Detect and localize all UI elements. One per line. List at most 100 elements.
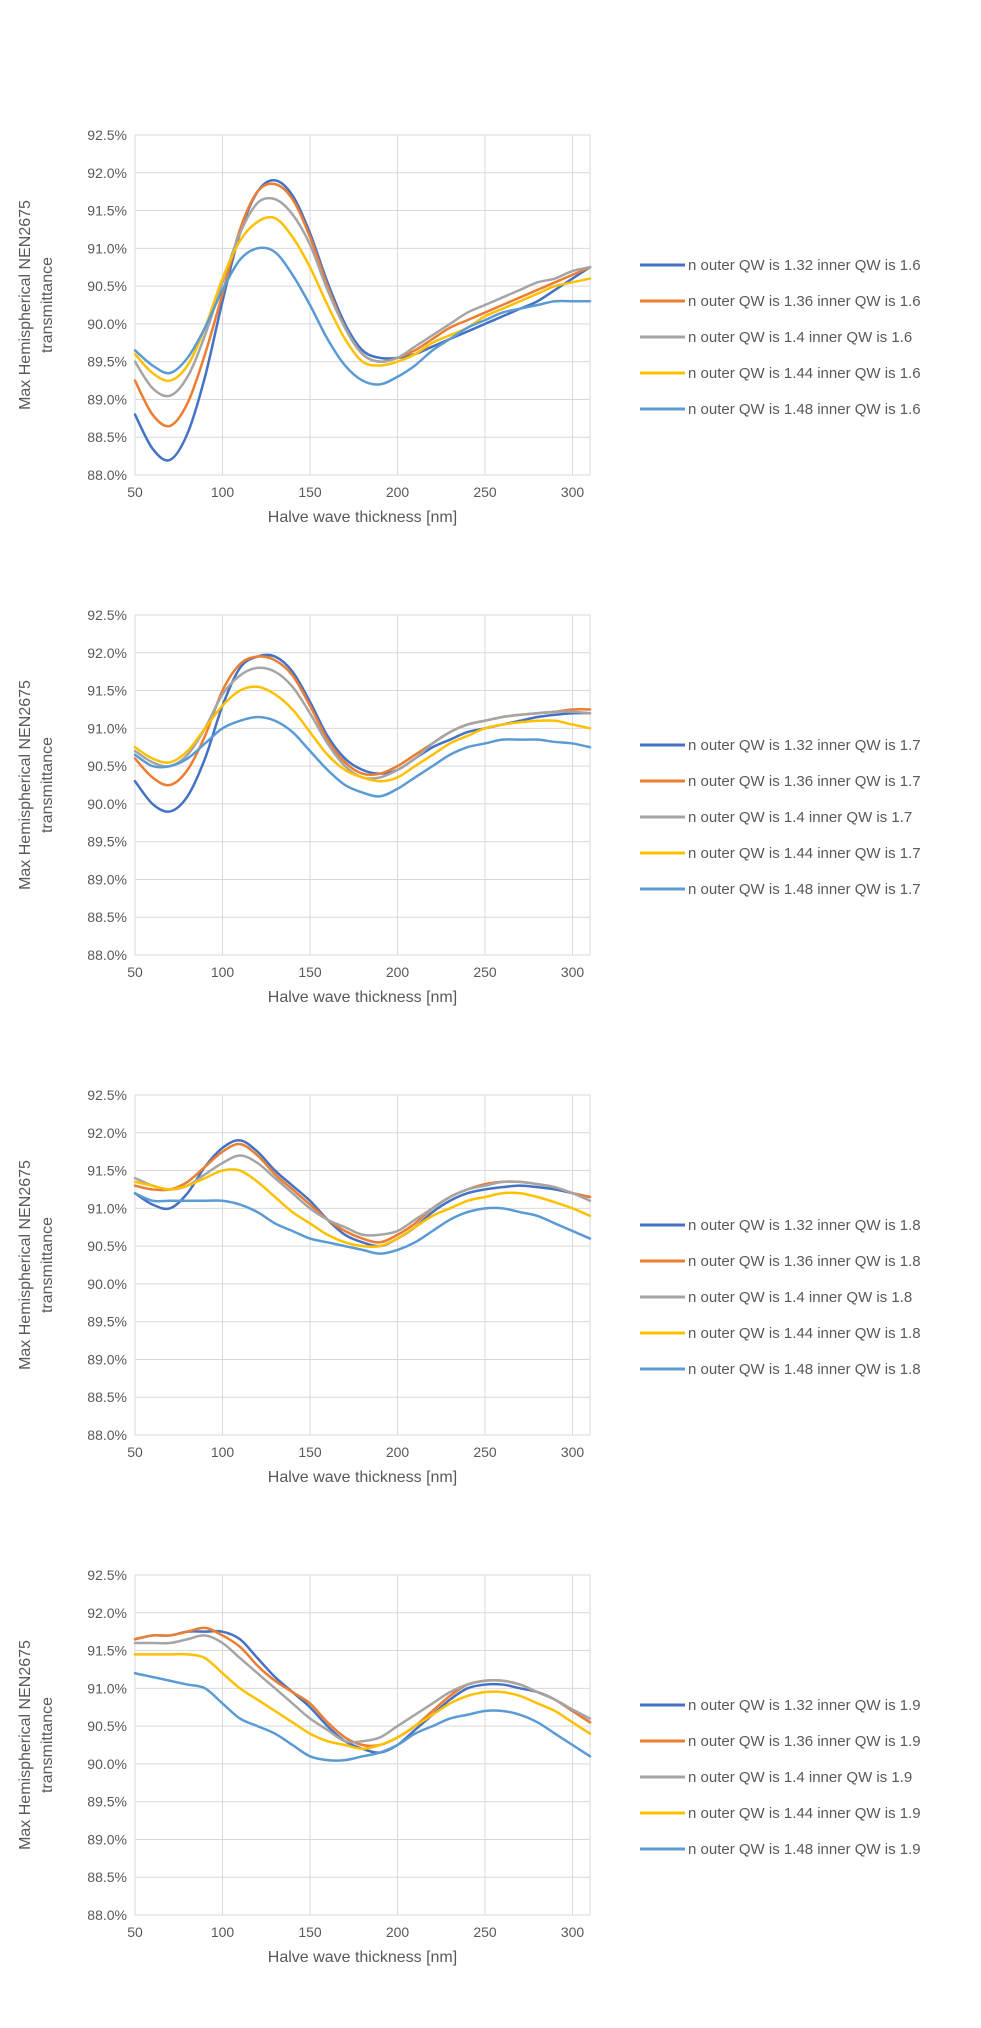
series-line-5 xyxy=(133,1671,592,1762)
y-tick-label: 92.0% xyxy=(87,165,127,181)
y-tick-label: 92.5% xyxy=(87,1567,127,1583)
chart-2: 88.0% 88.5% 89.0% 89.5% 90.0% 90.5% 91.0% 91.5%… xyxy=(17,607,921,1006)
y-tick-label: 90.5% xyxy=(87,1718,127,1734)
x-tick-label: 100 xyxy=(211,964,235,980)
y-tick-label: 90.0% xyxy=(87,1276,127,1292)
legend-label: n outer QW is 1.44 inner QW is 1.7 xyxy=(688,845,921,862)
y-tick-label: 89.5% xyxy=(87,834,127,850)
chart-panel-1: 88.0% 88.5% 89.0% 89.5% 90.0% 90.5% 91.0% 91.5%… xyxy=(0,90,981,550)
y-tick-label: 91.5% xyxy=(87,683,127,699)
y-tick-label: 91.0% xyxy=(87,720,127,736)
y-tick-label: 88.5% xyxy=(87,429,127,445)
x-axis-title: Halve wave thickness [nm] xyxy=(268,1469,457,1486)
legend-label: n outer QW is 1.36 inner QW is 1.9 xyxy=(688,1733,921,1750)
legend-label: n outer QW is 1.36 inner QW is 1.7 xyxy=(688,773,921,790)
x-tick-label: 250 xyxy=(473,484,497,500)
chart-panel-4: 88.0% 88.5% 89.0% 89.5% 90.0% 90.5% 91.0% 91.5%… xyxy=(0,1530,981,1990)
series-line-3 xyxy=(133,196,592,398)
y-tick-label: 90.5% xyxy=(87,758,127,774)
y-tick-label: 88.0% xyxy=(87,1427,127,1443)
y-tick-label: 88.0% xyxy=(87,467,127,483)
y-axis-title: Max Hemispherical NEN2675 xyxy=(17,1160,34,1370)
y-tick-label: 90.0% xyxy=(87,316,127,332)
chart-panel-2: 88.0% 88.5% 89.0% 89.5% 90.0% 90.5% 91.0% 91.5%… xyxy=(0,570,981,1030)
x-tick-label: 300 xyxy=(561,1444,585,1460)
x-tick-label: 150 xyxy=(298,1444,322,1460)
chart-4: 88.0% 88.5% 89.0% 89.5% 90.0% 90.5% 91.0% 91.5%… xyxy=(17,1567,921,1966)
y-tick-label: 92.5% xyxy=(87,1087,127,1103)
legend-label: n outer QW is 1.44 inner QW is 1.9 xyxy=(688,1805,921,1822)
y-tick-label: 88.5% xyxy=(87,909,127,925)
chart-1: 88.0% 88.5% 89.0% 89.5% 90.0% 90.5% 91.0% 91.5%… xyxy=(17,127,921,526)
y-tick-label: 90.0% xyxy=(87,1756,127,1772)
y-tick-label: 92.0% xyxy=(87,645,127,661)
y-axis-title: transmittance xyxy=(39,737,56,833)
x-tick-label: 50 xyxy=(127,964,143,980)
series-line-5 xyxy=(133,246,592,386)
x-tick-label: 150 xyxy=(298,1924,322,1940)
y-tick-label: 91.5% xyxy=(87,1643,127,1659)
y-tick-label: 90.5% xyxy=(87,1238,127,1254)
y-tick-label: 89.0% xyxy=(87,1831,127,1847)
series-line-2 xyxy=(133,182,592,428)
y-tick-label: 89.5% xyxy=(87,354,127,370)
x-tick-label: 300 xyxy=(561,1924,585,1940)
x-tick-label: 250 xyxy=(473,1924,497,1940)
x-tick-label: 150 xyxy=(298,484,322,500)
x-tick-label: 200 xyxy=(386,964,410,980)
x-tick-label: 200 xyxy=(386,1924,410,1940)
y-axis-title: Max Hemispherical NEN2675 xyxy=(17,1640,34,1850)
y-tick-label: 88.0% xyxy=(87,947,127,963)
y-tick-label: 89.5% xyxy=(87,1314,127,1330)
series-line-3 xyxy=(133,1634,592,1744)
series-line-1 xyxy=(133,179,592,462)
x-tick-label: 100 xyxy=(211,1924,235,1940)
y-tick-label: 92.0% xyxy=(87,1605,127,1621)
y-tick-label: 91.5% xyxy=(87,203,127,219)
y-tick-label: 91.5% xyxy=(87,1163,127,1179)
x-tick-label: 150 xyxy=(298,964,322,980)
x-tick-label: 300 xyxy=(561,484,585,500)
x-tick-label: 50 xyxy=(127,1444,143,1460)
series-line-1 xyxy=(133,1139,592,1248)
series-line-5 xyxy=(133,1191,592,1255)
y-tick-label: 92.5% xyxy=(87,607,127,623)
series-line-3 xyxy=(133,1154,592,1237)
legend-label: n outer QW is 1.48 inner QW is 1.8 xyxy=(688,1361,921,1378)
x-axis-title: Halve wave thickness [nm] xyxy=(268,1949,457,1966)
legend-label: n outer QW is 1.44 inner QW is 1.8 xyxy=(688,1325,921,1342)
y-tick-label: 92.0% xyxy=(87,1125,127,1141)
x-axis-title: Halve wave thickness [nm] xyxy=(268,509,457,526)
legend-label: n outer QW is 1.32 inner QW is 1.7 xyxy=(688,737,921,754)
y-tick-label: 89.5% xyxy=(87,1794,127,1810)
legend-label: n outer QW is 1.4 inner QW is 1.6 xyxy=(688,329,912,346)
x-tick-label: 50 xyxy=(127,484,143,500)
x-tick-label: 100 xyxy=(211,1444,235,1460)
chart-panel-3: 88.0% 88.5% 89.0% 89.5% 90.0% 90.5% 91.0% 91.5%… xyxy=(0,1050,981,1510)
legend-label: n outer QW is 1.4 inner QW is 1.8 xyxy=(688,1289,912,1306)
legend-label: n outer QW is 1.48 inner QW is 1.9 xyxy=(688,1841,921,1858)
y-tick-label: 91.0% xyxy=(87,1680,127,1696)
x-tick-label: 250 xyxy=(473,1444,497,1460)
y-axis-title: transmittance xyxy=(39,1217,56,1313)
y-tick-label: 89.0% xyxy=(87,1351,127,1367)
x-tick-label: 100 xyxy=(211,484,235,500)
series-line-4 xyxy=(133,685,592,783)
legend-label: n outer QW is 1.32 inner QW is 1.9 xyxy=(688,1697,921,1714)
y-tick-label: 89.0% xyxy=(87,871,127,887)
y-axis-title: Max Hemispherical NEN2675 xyxy=(17,680,34,890)
x-tick-label: 200 xyxy=(386,484,410,500)
legend-label: n outer QW is 1.36 inner QW is 1.6 xyxy=(688,293,921,310)
series-line-1 xyxy=(133,1629,592,1754)
y-tick-label: 90.5% xyxy=(87,278,127,294)
series-line-5 xyxy=(133,715,592,798)
x-tick-label: 50 xyxy=(127,1924,143,1940)
x-tick-label: 250 xyxy=(473,964,497,980)
series-line-4 xyxy=(133,215,592,383)
y-axis-title: transmittance xyxy=(39,1697,56,1793)
legend-label: n outer QW is 1.4 inner QW is 1.9 xyxy=(688,1769,912,1786)
y-axis-title: Max Hemispherical NEN2675 xyxy=(17,200,34,410)
y-tick-label: 88.5% xyxy=(87,1869,127,1885)
y-tick-label: 92.5% xyxy=(87,127,127,143)
y-tick-label: 89.0% xyxy=(87,391,127,407)
